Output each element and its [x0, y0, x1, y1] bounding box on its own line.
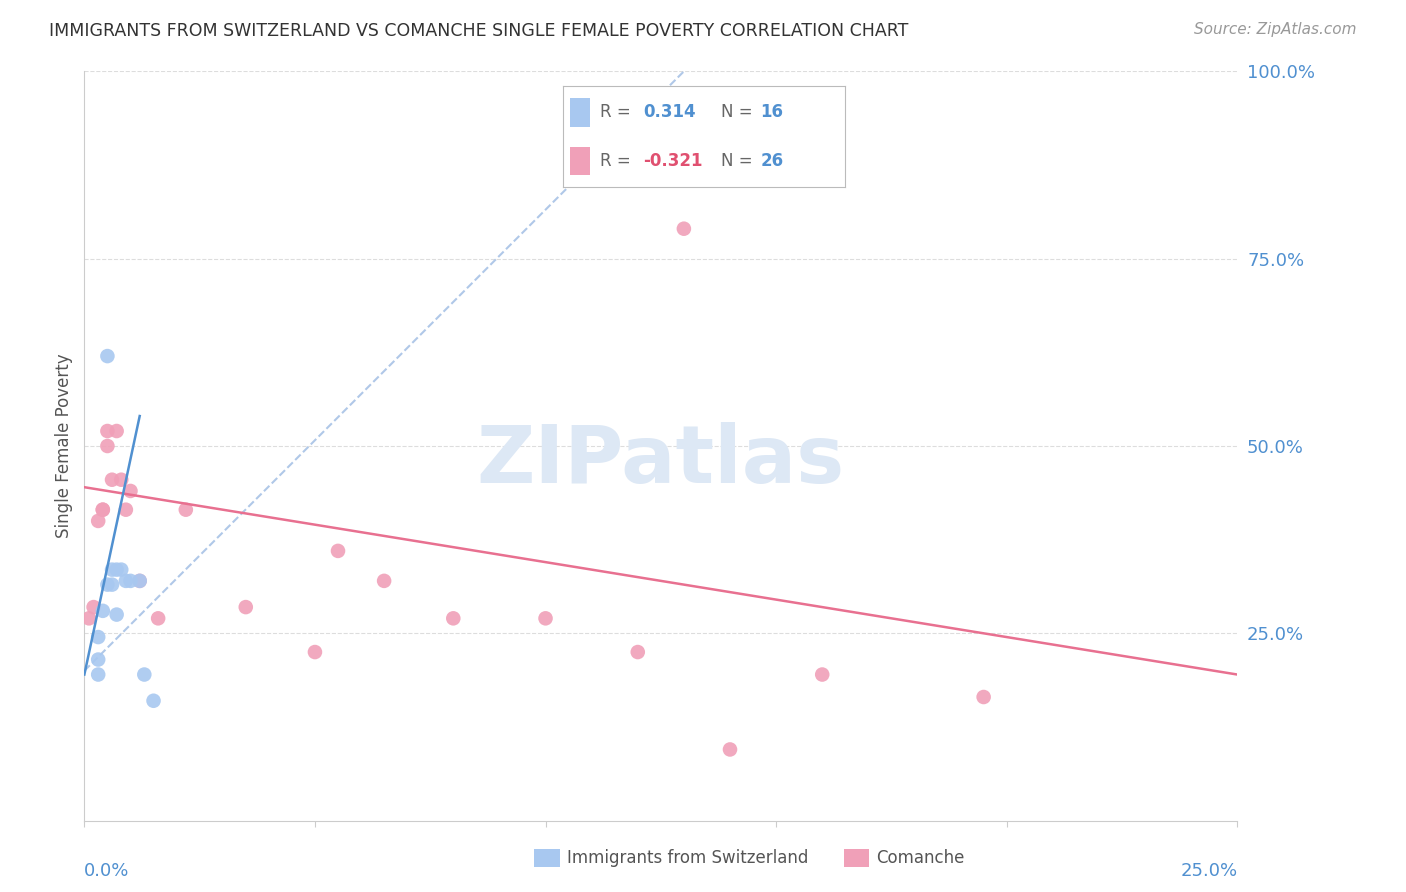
Point	[120, 483, 142, 498]
Point	[101, 473, 124, 487]
Point	[87, 630, 110, 644]
Point	[718, 742, 741, 756]
Point	[304, 645, 326, 659]
Point	[672, 221, 695, 235]
Point	[534, 611, 557, 625]
Text: IMMIGRANTS FROM SWITZERLAND VS COMANCHE SINGLE FEMALE POVERTY CORRELATION CHART: IMMIGRANTS FROM SWITZERLAND VS COMANCHE …	[49, 22, 908, 40]
Point	[115, 574, 138, 588]
Text: Source: ZipAtlas.com: Source: ZipAtlas.com	[1194, 22, 1357, 37]
Text: ZIPatlas: ZIPatlas	[477, 422, 845, 500]
Point	[627, 645, 650, 659]
Y-axis label: Single Female Poverty: Single Female Poverty	[55, 354, 73, 538]
Point	[91, 502, 114, 516]
Point	[441, 611, 464, 625]
Point	[235, 600, 257, 615]
Point	[77, 611, 100, 625]
Point	[87, 667, 110, 681]
Point	[101, 577, 124, 591]
Point	[91, 502, 114, 516]
Point	[134, 667, 156, 681]
Point	[96, 577, 118, 591]
Point	[128, 574, 150, 588]
Point	[115, 502, 138, 516]
Point	[96, 349, 118, 363]
Point	[174, 502, 197, 516]
Text: 0.0%: 0.0%	[84, 862, 129, 880]
Point	[105, 607, 128, 622]
Point	[83, 600, 105, 615]
Text: 25.0%: 25.0%	[1180, 862, 1237, 880]
Point	[373, 574, 395, 588]
Point	[146, 611, 169, 625]
Point	[811, 667, 834, 681]
Point	[120, 574, 142, 588]
Point	[87, 652, 110, 666]
Point	[105, 424, 128, 438]
Point	[105, 563, 128, 577]
Point	[973, 690, 995, 704]
Point	[87, 514, 110, 528]
Point	[101, 563, 124, 577]
Point	[91, 604, 114, 618]
Text: Immigrants from Switzerland: Immigrants from Switzerland	[567, 849, 808, 867]
Point	[110, 563, 132, 577]
Point	[326, 544, 349, 558]
Text: Comanche: Comanche	[876, 849, 965, 867]
Point	[110, 473, 132, 487]
Point	[96, 424, 118, 438]
Point	[96, 439, 118, 453]
Point	[142, 694, 165, 708]
Point	[128, 574, 150, 588]
